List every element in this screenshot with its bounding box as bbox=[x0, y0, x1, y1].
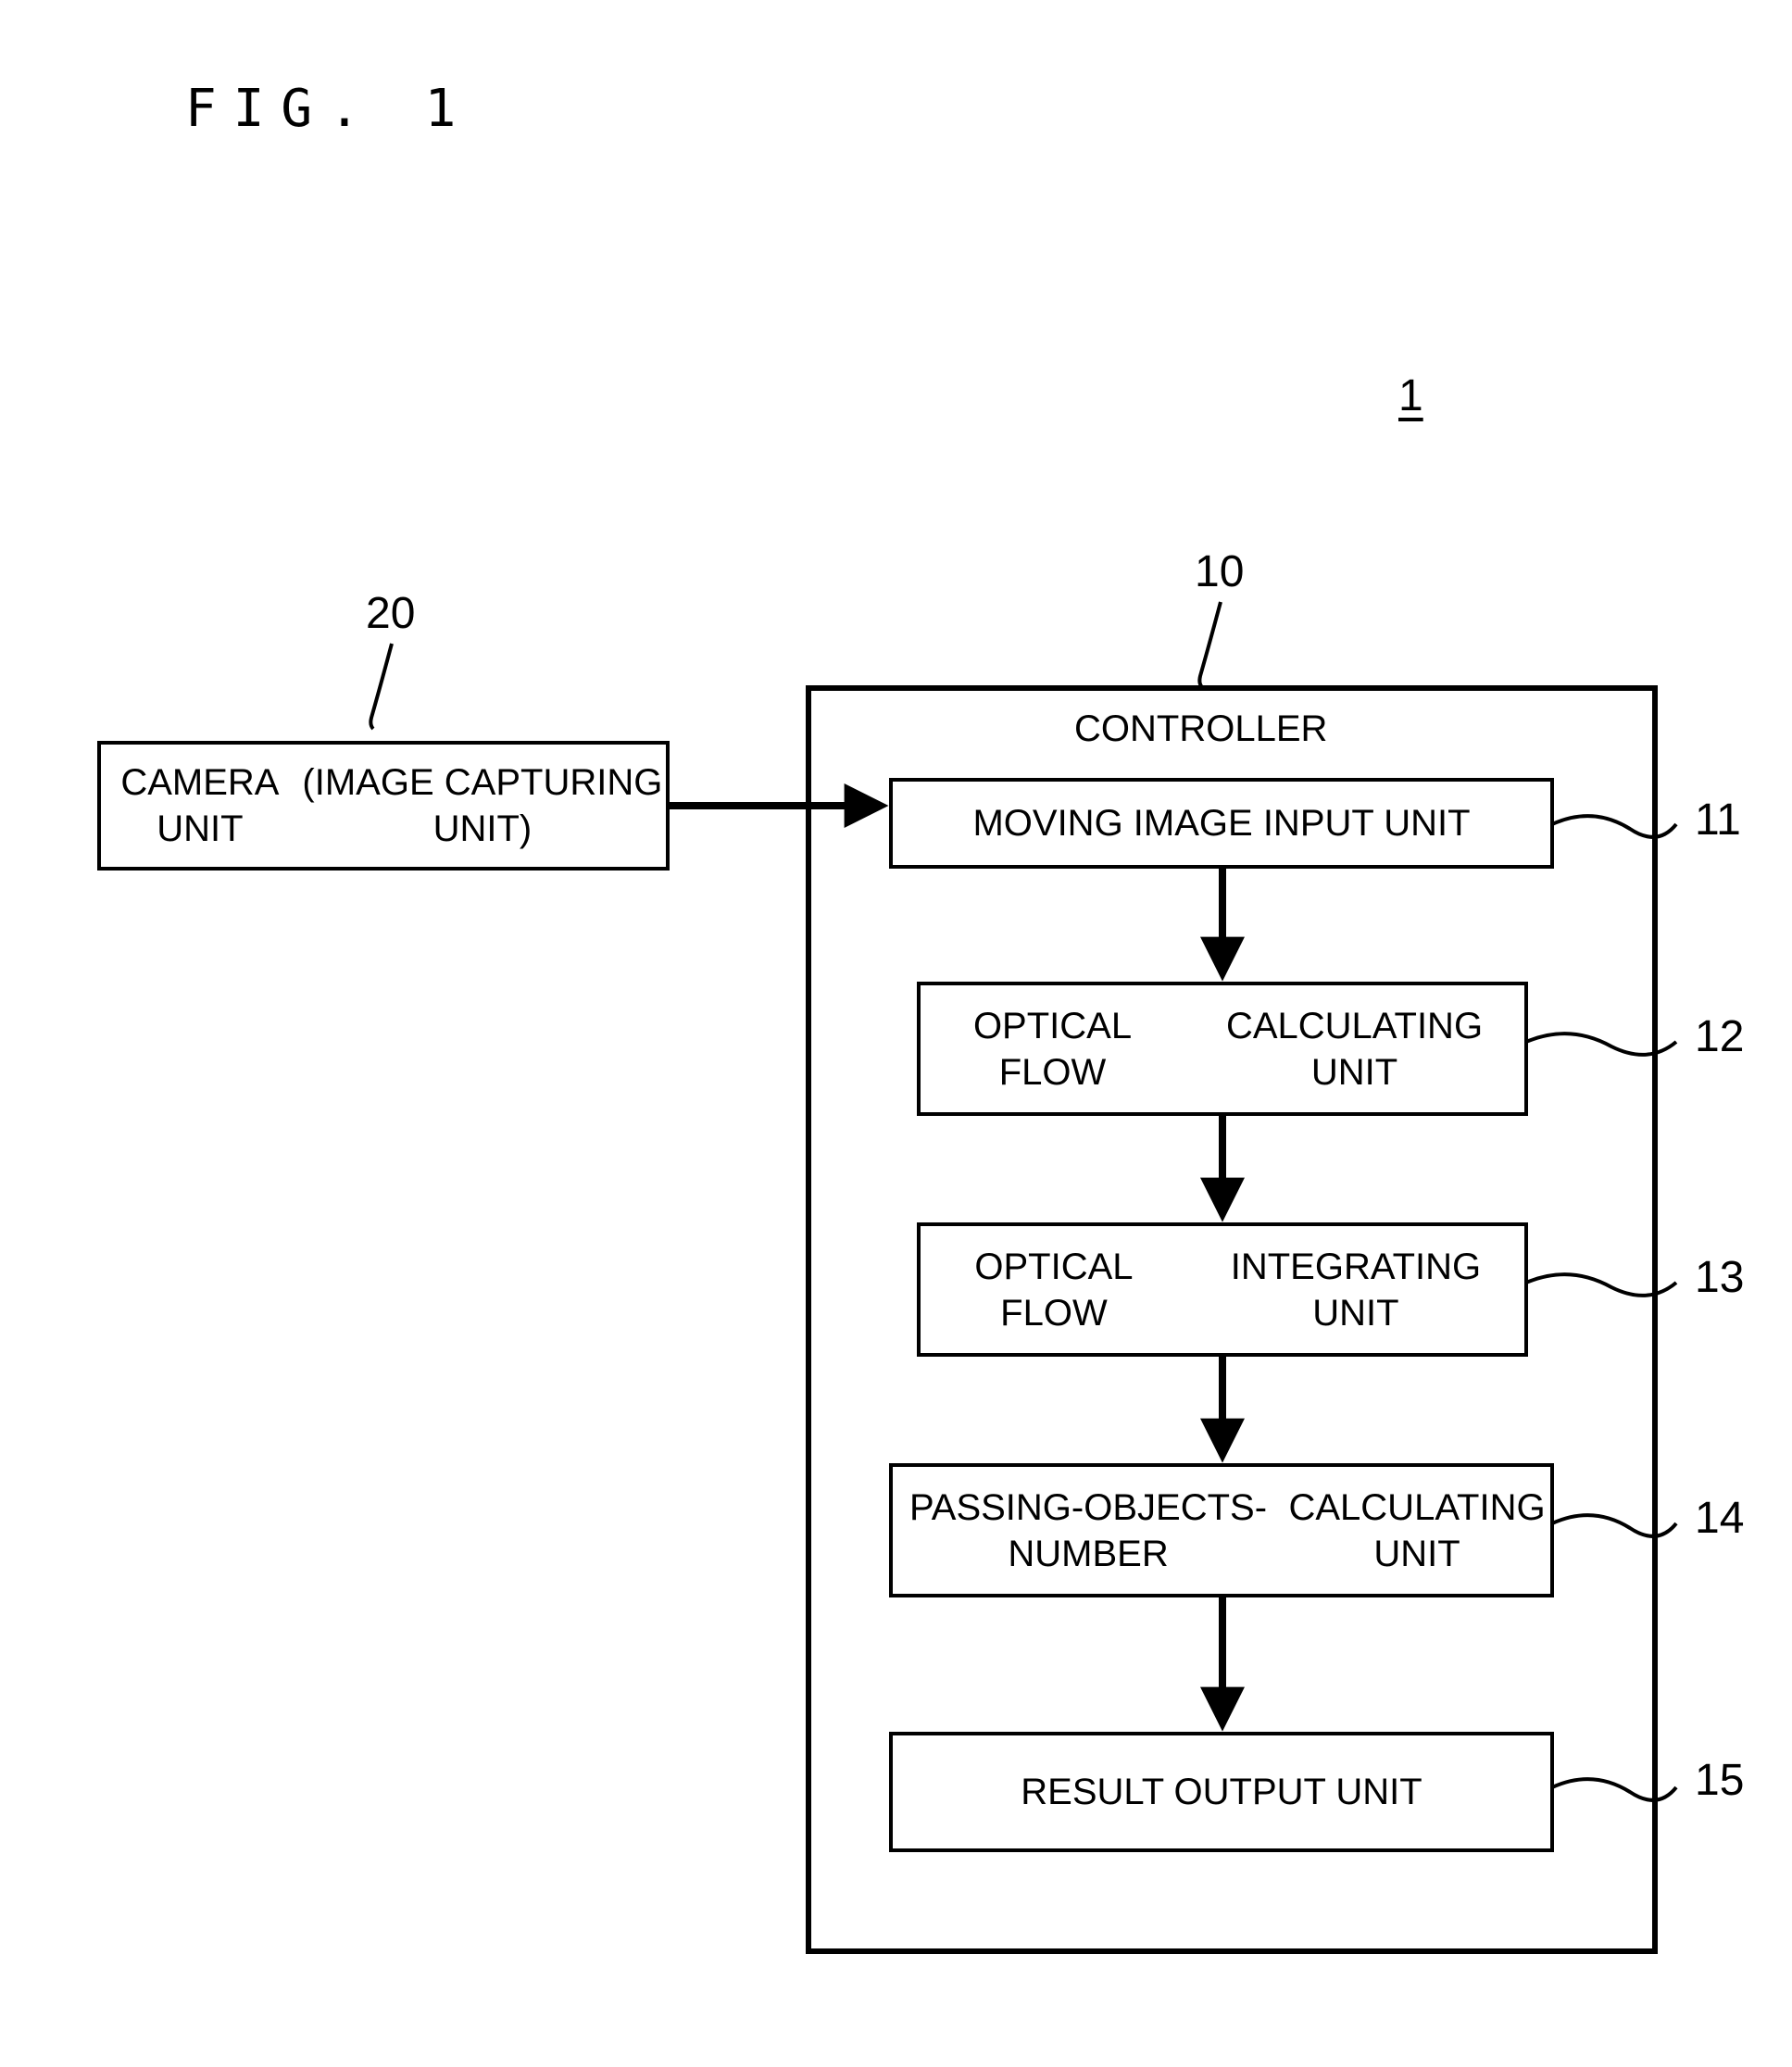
camera-unit-block: CAMERA UNIT(IMAGE CAPTURING UNIT) bbox=[97, 741, 670, 871]
system-ref-label: 1 bbox=[1398, 370, 1423, 421]
unit-ref-11: 11 bbox=[1695, 795, 1741, 846]
unit-14-line1: PASSING-OBJECTS-NUMBER bbox=[893, 1484, 1284, 1577]
camera-unit-line2: (IMAGE CAPTURING UNIT) bbox=[299, 759, 666, 852]
unit-block-13: OPTICAL FLOWINTEGRATING UNIT bbox=[917, 1222, 1528, 1357]
diagram-canvas: FIG. 1 1 10 20 CONTROLLER CAMERA UNIT(IM… bbox=[0, 0, 1792, 2067]
unit-15-line1: RESULT OUTPUT UNIT bbox=[1021, 1769, 1422, 1815]
lead-camera-20 bbox=[370, 644, 392, 729]
controller-title: CONTROLLER bbox=[1074, 708, 1327, 750]
unit-ref-13: 13 bbox=[1695, 1252, 1744, 1303]
unit-ref-15: 15 bbox=[1695, 1755, 1744, 1806]
unit-13-line1: OPTICAL FLOW bbox=[921, 1244, 1187, 1336]
unit-block-11: MOVING IMAGE INPUT UNIT bbox=[889, 778, 1554, 869]
unit-block-12: OPTICAL FLOWCALCULATING UNIT bbox=[917, 982, 1528, 1116]
lead-controller-10 bbox=[1199, 602, 1221, 687]
camera-ref-label: 20 bbox=[366, 588, 415, 639]
unit-13-line2: INTEGRATING UNIT bbox=[1187, 1244, 1524, 1336]
unit-11-line1: MOVING IMAGE INPUT UNIT bbox=[972, 800, 1470, 846]
unit-12-line1: OPTICAL FLOW bbox=[921, 1003, 1184, 1096]
unit-block-14: PASSING-OBJECTS-NUMBERCALCULATING UNIT bbox=[889, 1463, 1554, 1597]
unit-14-line2: CALCULATING UNIT bbox=[1284, 1484, 1550, 1577]
unit-ref-12: 12 bbox=[1695, 1011, 1744, 1062]
figure-title: FIG. 1 bbox=[185, 79, 472, 139]
camera-unit-line1: CAMERA UNIT bbox=[101, 759, 299, 852]
unit-block-15: RESULT OUTPUT UNIT bbox=[889, 1732, 1554, 1852]
unit-ref-14: 14 bbox=[1695, 1493, 1744, 1544]
unit-12-line2: CALCULATING UNIT bbox=[1184, 1003, 1524, 1096]
controller-ref-label: 10 bbox=[1195, 546, 1244, 597]
